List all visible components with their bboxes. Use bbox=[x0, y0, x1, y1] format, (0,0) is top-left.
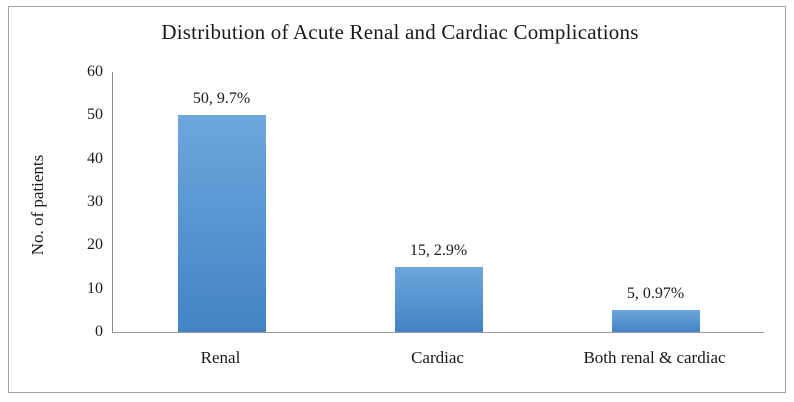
x-category-label: Both renal & cardiac bbox=[583, 348, 726, 367]
y-tick-label: 0 bbox=[95, 323, 103, 340]
x-category-label: Renal bbox=[200, 348, 241, 367]
y-tick-label: 30 bbox=[87, 193, 103, 210]
y-axis-tick-labels: 0 10 20 30 40 50 60 bbox=[58, 63, 103, 340]
y-tick-label: 50 bbox=[87, 106, 103, 124]
bar-category-cell: 15, 2.9% bbox=[330, 72, 547, 332]
y-tick-label: 10 bbox=[87, 279, 103, 297]
bar bbox=[177, 115, 266, 332]
bar-category-cell: 5, 0.97% bbox=[547, 72, 764, 332]
bar-data-label: 15, 2.9% bbox=[409, 242, 468, 259]
x-category-label: Cardiac bbox=[411, 348, 464, 367]
bar-series: 50, 9.7% 15, 2.9% 5, 0.97% bbox=[113, 72, 764, 332]
bar-data-label: 50, 9.7% bbox=[192, 90, 251, 108]
bar bbox=[611, 310, 700, 332]
bar-category-cell: 50, 9.7% bbox=[113, 72, 330, 332]
bar-data-label: 5, 0.97% bbox=[626, 285, 685, 303]
plot-area: 50, 9.7% 15, 2.9% 5, 0.97% bbox=[112, 72, 764, 333]
y-tick-label: 20 bbox=[87, 236, 103, 254]
bar bbox=[394, 267, 483, 332]
y-tick-label: 60 bbox=[87, 63, 103, 80]
y-tick-label: 40 bbox=[87, 149, 103, 167]
x-axis-category-labels: Renal Cardiac Both renal & cardiac bbox=[112, 348, 763, 368]
chart-title: Distribution of Acute Renal and Cardiac … bbox=[161, 20, 639, 44]
y-axis-title: No. of patients bbox=[28, 154, 47, 256]
